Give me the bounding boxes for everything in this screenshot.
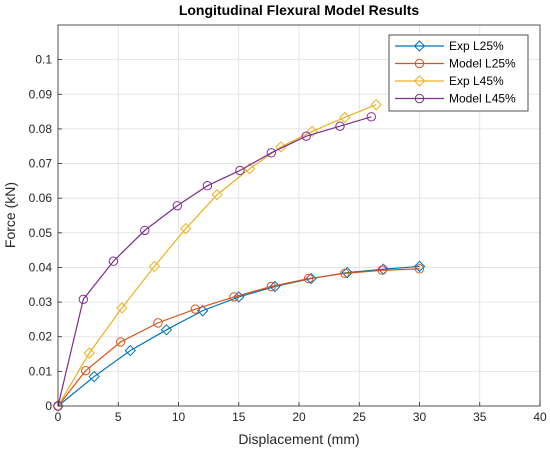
legend: Exp L25% Model L25% Exp L45% Model L45% [388, 34, 529, 112]
y-tick-label: 0 [45, 399, 52, 413]
series-line [57, 268, 420, 407]
x-tick-label: 5 [115, 410, 122, 424]
y-tick-label: 0.06 [29, 191, 53, 205]
data-point [116, 302, 128, 314]
y-tick-label: 0.1 [35, 53, 52, 67]
series-2 [53, 264, 425, 411]
data-point [160, 324, 173, 336]
x-tick-label: 40 [533, 410, 547, 424]
x-axis-label: Displacement (mm) [238, 431, 359, 447]
data-point [306, 125, 318, 138]
data-point [370, 98, 382, 111]
legend-label: Exp L25% [449, 39, 504, 53]
data-point [115, 337, 126, 347]
legend-label: Model L25% [449, 57, 516, 71]
data-point [301, 131, 311, 141]
data-point [153, 318, 163, 328]
series-line [57, 265, 420, 407]
y-tick-label: 0.07 [29, 157, 53, 171]
legend-entry: Exp L25% [395, 39, 504, 53]
data-point [305, 272, 317, 285]
data-point [339, 111, 351, 124]
data-point [180, 222, 192, 235]
legend-marker [413, 40, 426, 52]
x-tick-label: 30 [413, 410, 427, 424]
data-point [414, 264, 425, 274]
series-layer [52, 98, 426, 412]
y-tick-label: 0.02 [29, 330, 53, 344]
series-line [57, 104, 377, 407]
data-point [83, 347, 96, 359]
data-point [202, 181, 213, 191]
legend-entry: Model L45% [395, 92, 516, 106]
x-tick-label: 15 [232, 410, 246, 424]
data-point [413, 260, 426, 273]
series-3 [52, 98, 382, 412]
data-point [88, 370, 100, 383]
legend-marker [414, 58, 425, 69]
legend-label: Exp L45% [449, 74, 504, 88]
data-point [172, 201, 182, 211]
data-point [340, 268, 350, 279]
data-point [124, 344, 137, 357]
ticks: 0 5 10 15 20 25 30 35 40 0 0.01 0.02 0.03 0.04 0.05 0.0… [29, 53, 547, 424]
x-tick-label: 0 [55, 410, 62, 424]
legend-marker [413, 75, 426, 87]
data-point [140, 225, 150, 236]
data-point [52, 400, 64, 412]
data-point [377, 265, 387, 275]
y-tick-label: 0.09 [29, 87, 53, 101]
x-tick-label: 25 [353, 410, 367, 424]
y-tick-label: 0.04 [29, 260, 53, 274]
chart-title: Longitudinal Flexural Model Results [179, 2, 420, 18]
y-tick-label: 0.01 [29, 364, 53, 378]
data-point [266, 281, 276, 292]
data-point [235, 165, 245, 176]
data-point [190, 304, 201, 314]
y-tick-label: 0.08 [29, 122, 53, 136]
legend-label: Model L45% [449, 92, 516, 106]
series-line [57, 116, 372, 407]
data-point [211, 189, 223, 201]
x-tick-label: 35 [473, 410, 487, 424]
y-tick-label: 0.03 [29, 295, 53, 309]
data-point [266, 148, 276, 158]
data-point [229, 292, 239, 302]
data-point [108, 256, 119, 266]
x-tick-label: 20 [292, 410, 306, 424]
data-point [81, 365, 91, 376]
legend-entry: Exp L45% [395, 74, 504, 88]
legend-marker [414, 93, 425, 104]
data-point [78, 294, 89, 305]
data-point [335, 121, 345, 131]
data-point [148, 260, 161, 273]
x-tick-label: 10 [172, 410, 186, 424]
data-point [275, 141, 287, 153]
legend-entry: Model L25% [395, 57, 516, 71]
data-point [341, 266, 353, 279]
y-axis-label: Force (kN) [2, 182, 18, 248]
data-point [366, 112, 376, 122]
data-point [303, 273, 314, 284]
y-tick-label: 0.05 [29, 226, 53, 240]
